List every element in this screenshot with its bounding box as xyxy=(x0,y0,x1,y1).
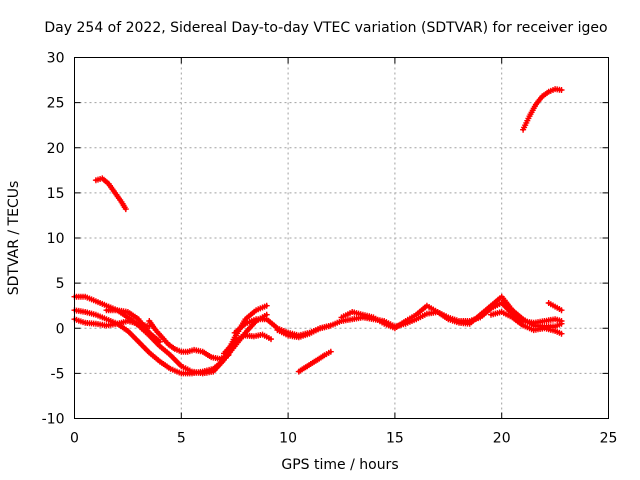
y-tick-label: 5 xyxy=(56,276,65,292)
series-markers xyxy=(488,309,565,337)
series-arc-8 xyxy=(146,318,232,362)
x-tick-label: 10 xyxy=(279,431,297,447)
series-arc-1 xyxy=(92,175,129,213)
series-markers xyxy=(221,331,274,357)
axis-ticks: 0 5 10 15 20 25 -10 -5 0 5 10 15 20 25 30 xyxy=(42,51,618,447)
y-axis-label: SDTVAR / TECUs xyxy=(6,181,22,296)
series-arc-4 xyxy=(71,293,270,377)
x-tick-label: 5 xyxy=(177,431,186,447)
y-tick-label: 25 xyxy=(47,96,65,112)
y-tick-label: 0 xyxy=(56,321,65,337)
series-arc-9 xyxy=(221,331,274,357)
series-arc-5 xyxy=(71,307,270,377)
series-arc-3 xyxy=(295,348,334,375)
series-arc-7 xyxy=(103,307,163,345)
x-tick-label: 0 xyxy=(70,431,79,447)
series-arc-14 xyxy=(545,300,565,314)
series-markers xyxy=(146,318,232,362)
y-tick-label: 30 xyxy=(47,51,65,67)
series-arc-13 xyxy=(488,309,565,337)
series-markers xyxy=(520,86,565,133)
x-tick-label: 15 xyxy=(386,431,404,447)
series-arc-12 xyxy=(338,293,565,332)
series-markers xyxy=(295,348,334,375)
data-series xyxy=(71,86,565,377)
series-markers xyxy=(103,307,163,345)
chart-title: Day 254 of 2022, Sidereal Day-to-day VTE… xyxy=(44,20,607,36)
x-axis-label: GPS time / hours xyxy=(281,457,398,473)
series-markers xyxy=(71,293,270,377)
series-markers xyxy=(338,293,565,332)
series-markers xyxy=(71,307,270,377)
y-tick-label: 20 xyxy=(47,141,65,157)
x-tick-label: 25 xyxy=(600,431,618,447)
y-tick-label: -10 xyxy=(42,412,65,428)
x-tick-label: 20 xyxy=(493,431,511,447)
y-tick-label: -5 xyxy=(51,366,65,382)
grid-lines xyxy=(74,57,609,419)
series-markers xyxy=(545,300,565,314)
y-tick-label: 10 xyxy=(47,231,65,247)
series-markers xyxy=(92,175,129,213)
series-arc-2 xyxy=(520,86,565,133)
y-tick-label: 15 xyxy=(47,186,65,202)
